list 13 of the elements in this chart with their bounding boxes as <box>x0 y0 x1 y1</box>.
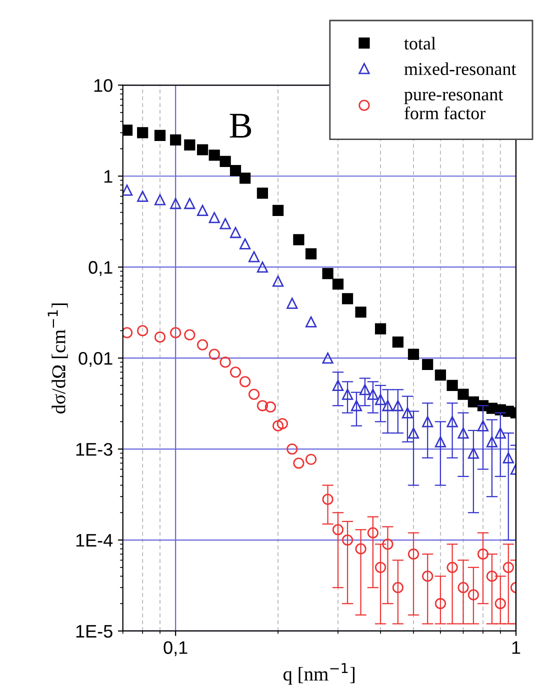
y-tick-label: 1 <box>104 170 112 183</box>
y-tick-label: 1E-3 <box>76 442 112 456</box>
x-axis-title: q [nm$^{−1}$] <box>283 663 354 685</box>
y-axis-title: dσ/dΩ [cm$^{−1}$] <box>48 303 68 414</box>
y-tick-label: 0,1 <box>88 261 112 276</box>
y-tick-label: 1E-4 <box>76 534 113 547</box>
legend-label: mixed-resonant <box>404 62 516 76</box>
legend-label: total <box>404 36 436 50</box>
annotation: B <box>230 114 252 138</box>
y-tick-label: 0,01 <box>78 352 112 367</box>
y-tick-label: 1E-5 <box>76 625 112 638</box>
y-tick-label: 10 <box>94 79 112 92</box>
legend-label: pure-resonant form factor <box>404 90 504 120</box>
